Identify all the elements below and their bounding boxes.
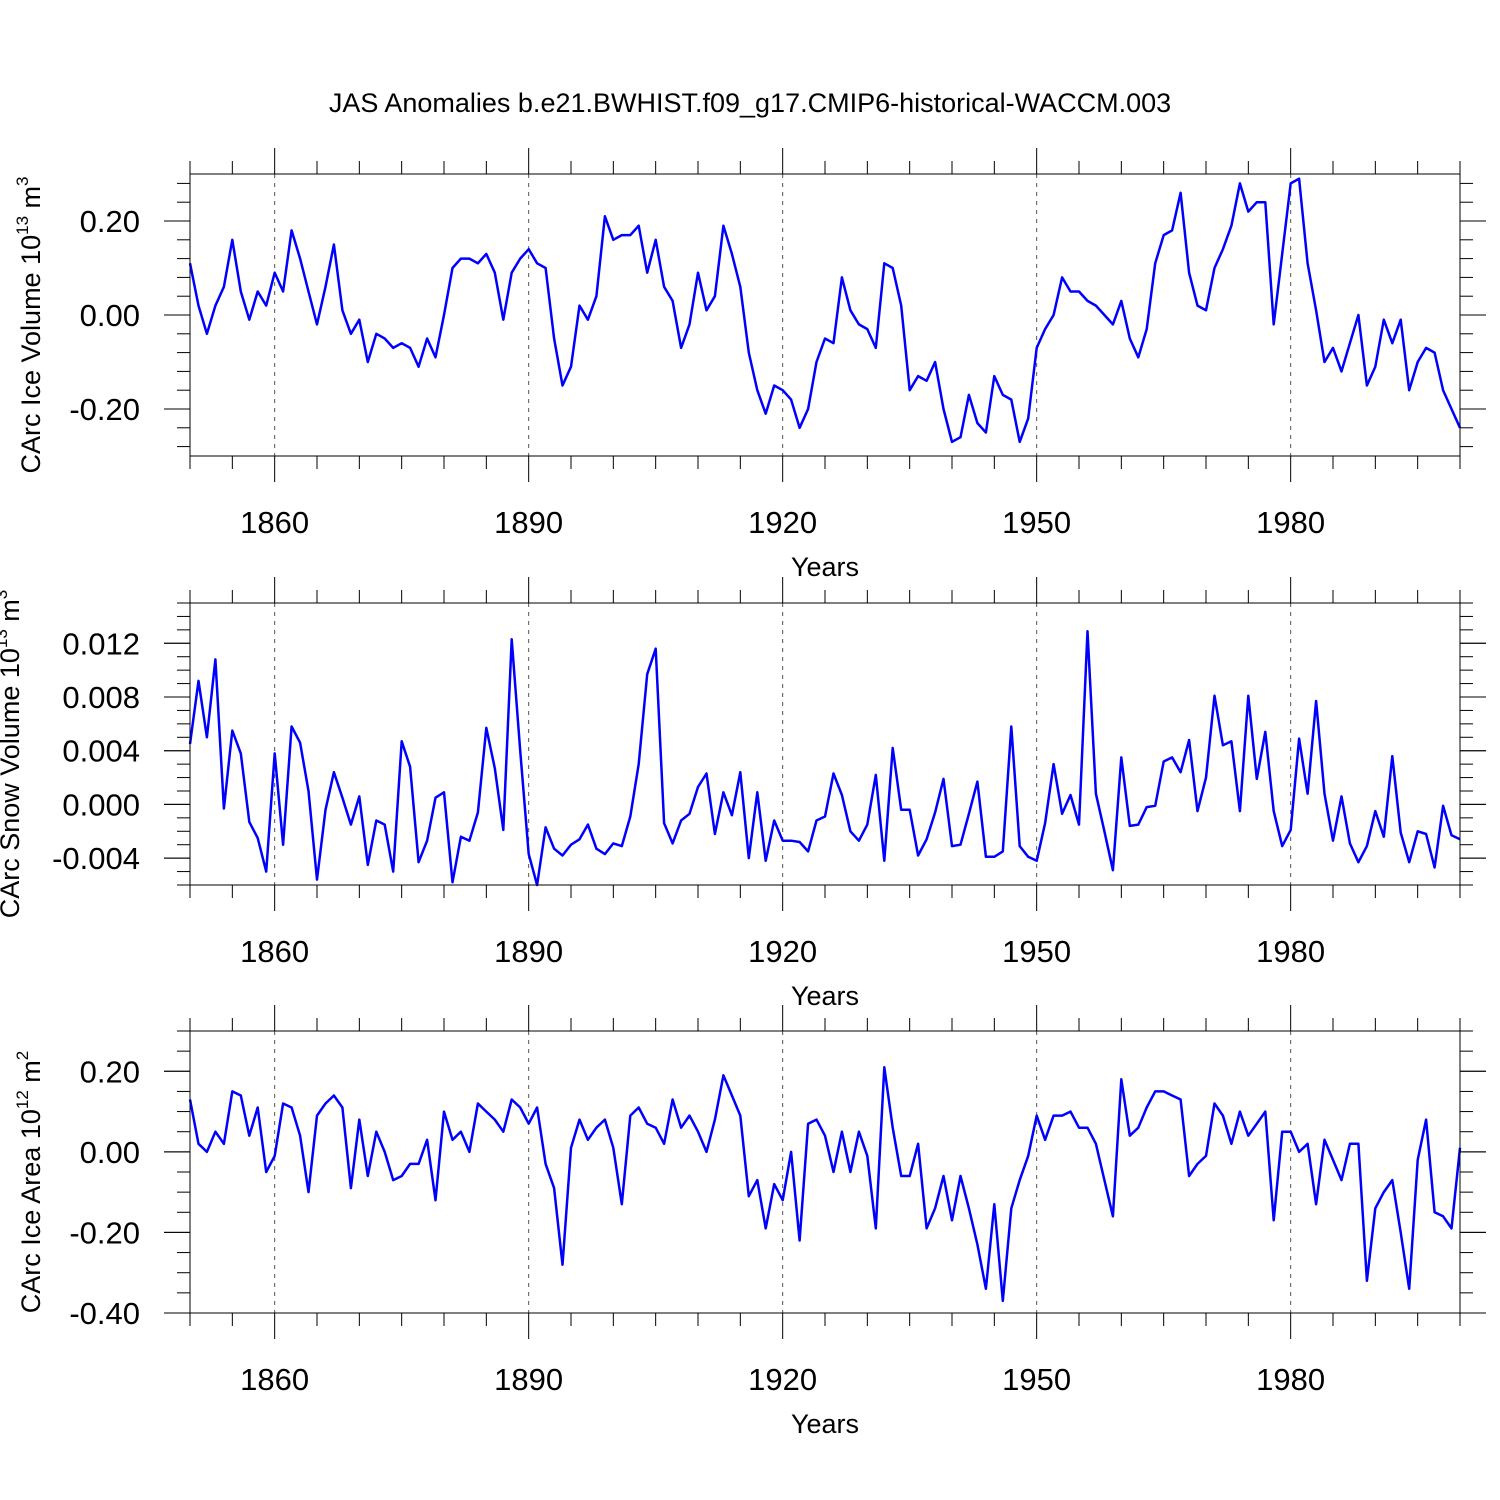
x-tick-label: 1890 [494, 934, 563, 969]
series-line-ice-volume [188, 177, 1462, 444]
panel-ice-area: -0.40 -0.20 0.00 0.20 1860 1890 1920 1950 1980 Ye… [13, 1005, 1486, 1439]
x-tick-label: 1920 [748, 1362, 817, 1397]
y-axis-title: CArc Snow Volume 1013 m3 [0, 590, 25, 919]
y-axis-title: CArc Ice Area 1012 m2 [13, 1051, 46, 1314]
x-tick-label: 1890 [494, 1362, 563, 1397]
y-axis-title-text: CArc Ice Area 10 [16, 1109, 46, 1313]
y-axis-title-exponent: 12 [13, 1090, 32, 1109]
x-tick-label: 1950 [1002, 1362, 1071, 1397]
plot-frame [189, 602, 1461, 886]
chart-title: JAS Anomalies b.e21.BWHIST.f09_g17.CMIP6… [329, 88, 1171, 118]
y-axis-title-exponent: 13 [13, 216, 32, 235]
y-tick-label: -0.40 [69, 1296, 140, 1331]
y-axis-title-unit-exponent: 3 [13, 176, 32, 185]
y-axis-title-text: CArc Snow Volume 10 [0, 648, 25, 918]
y-axis-title-unit-exponent: 3 [0, 590, 11, 599]
y-tick-label: 0.20 [80, 1054, 140, 1089]
y-axis-title-unit: m [0, 599, 25, 629]
x-tick-label: 1920 [748, 505, 817, 540]
y-tick-label: -0.20 [69, 392, 140, 427]
y-axis-title: CArc Ice Volume 1013 m3 [13, 176, 46, 473]
y-tick-label: 0.00 [80, 298, 140, 333]
x-tick-label: 1980 [1256, 1362, 1325, 1397]
series-line-ice-area [188, 1066, 1462, 1303]
x-tick-label: 1860 [240, 1362, 309, 1397]
y-tick-label: -0.20 [69, 1215, 140, 1250]
y-tick-label: 0.008 [62, 680, 140, 715]
y-tick-label: 0.00 [80, 1135, 140, 1170]
y-axis-title-unit: m [16, 186, 46, 216]
y-axis-title-unit-exponent: 2 [13, 1051, 32, 1060]
y-tick-label: -0.004 [52, 841, 140, 876]
panel-ice-volume: -0.20 0.00 0.20 1860 1890 1920 1950 1980 Years CA… [13, 148, 1486, 582]
x-tick-label: 1860 [240, 505, 309, 540]
y-tick-label: 0.000 [62, 787, 140, 822]
y-tick-label: 0.20 [80, 204, 140, 239]
y-axis-title-text: CArc Ice Volume 10 [16, 235, 46, 474]
y-axis-title-exponent: 13 [0, 629, 11, 648]
plot-frame [189, 173, 1461, 457]
series-line-snow-volume [188, 629, 1461, 887]
x-tick-label: 1980 [1256, 505, 1325, 540]
panel-snow-volume: -0.004 0.000 0.004 0.008 0.012 1860 1890 1920 19… [0, 577, 1486, 1011]
x-tick-label: 1890 [494, 505, 563, 540]
x-axis-title: Years [791, 552, 859, 582]
x-tick-label: 1920 [748, 934, 817, 969]
x-tick-label: 1860 [240, 934, 309, 969]
x-tick-label: 1980 [1256, 934, 1325, 969]
x-tick-label: 1950 [1002, 505, 1071, 540]
y-axis-title-unit: m [16, 1060, 46, 1090]
x-axis-title: Years [791, 1409, 859, 1439]
x-tick-label: 1950 [1002, 934, 1071, 969]
y-tick-label: 0.004 [62, 734, 140, 769]
y-tick-label: 0.012 [62, 626, 140, 661]
x-axis-title: Years [791, 981, 859, 1011]
plot-frame [189, 1030, 1461, 1314]
